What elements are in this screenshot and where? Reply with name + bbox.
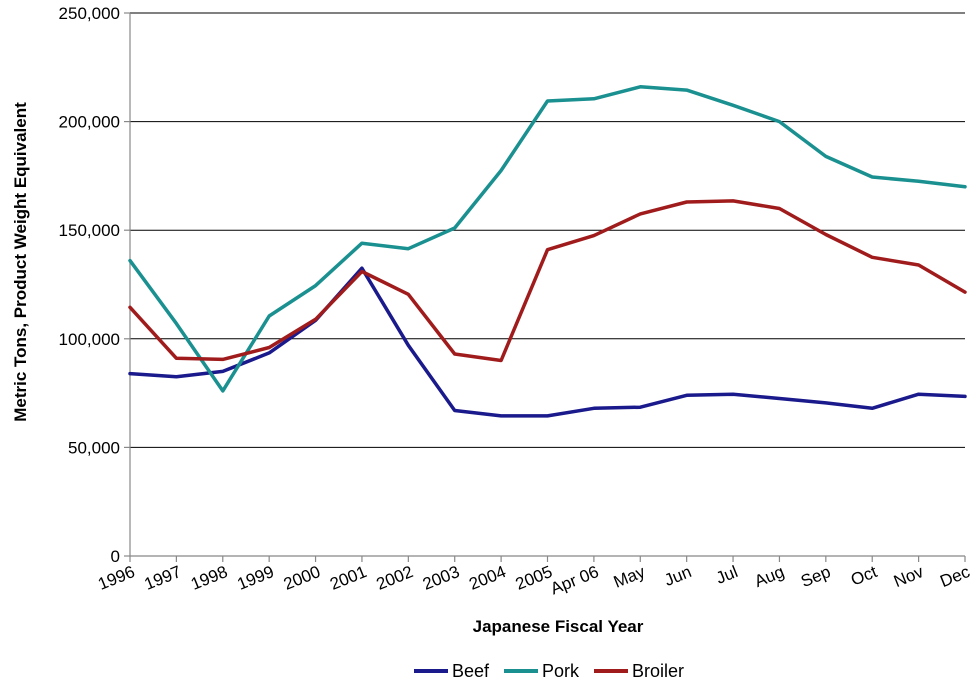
legend-label-broiler: Broiler <box>632 661 684 681</box>
x-tick-label: Apr 06 <box>548 562 602 598</box>
x-tick-label: Sep <box>798 562 833 591</box>
x-tick-label: Dec <box>937 562 973 591</box>
x-tick-labels: 1996 1997 1998 1999 2000 2001 2002 2003 2004 2005… <box>95 562 973 599</box>
y-axis-title: Metric Tons, Product Weight Equivalent <box>11 102 30 422</box>
legend-label-beef: Beef <box>452 661 490 681</box>
x-tick-label: May <box>611 562 648 592</box>
x-tick-label: 1997 <box>142 562 184 594</box>
y-tick-label: 200,000 <box>59 113 120 132</box>
x-tick-label: 2004 <box>466 562 508 594</box>
axes <box>124 12 966 562</box>
x-axis-title: Japanese Fiscal Year <box>473 617 644 636</box>
y-tick-labels: 0 50,000 100,000 150,000 200,000 250,000 <box>59 4 120 566</box>
x-tick-label: 2003 <box>420 562 462 594</box>
x-tick-label: 2005 <box>513 562 555 594</box>
x-tick-label: 1999 <box>234 562 276 594</box>
x-tick-label: Jun <box>662 562 695 590</box>
y-tick-label: 50,000 <box>68 438 120 457</box>
y-tick-label: 100,000 <box>59 330 120 349</box>
series-lines <box>128 85 967 418</box>
x-tick-label: Nov <box>891 562 927 591</box>
series-line-pork <box>128 85 967 393</box>
series-line-beef <box>128 266 967 418</box>
x-tick-label: 1998 <box>188 562 230 594</box>
x-tick-label: Jul <box>713 562 740 588</box>
gridlines <box>130 12 965 448</box>
x-tick-label: Oct <box>848 562 880 590</box>
series-line-broiler <box>128 199 967 363</box>
x-tick-label: 1996 <box>95 562 137 594</box>
y-tick-label: 0 <box>111 547 120 566</box>
x-tick-label: 2000 <box>281 562 323 594</box>
x-tick-label: 2001 <box>327 562 369 594</box>
x-tick-label: Aug <box>752 562 787 591</box>
x-tick-label: 2002 <box>374 562 416 594</box>
legend: Beef Pork Broiler <box>414 661 684 681</box>
legend-label-pork: Pork <box>542 661 580 681</box>
y-tick-label: 150,000 <box>59 221 120 240</box>
y-tick-label: 250,000 <box>59 4 120 23</box>
